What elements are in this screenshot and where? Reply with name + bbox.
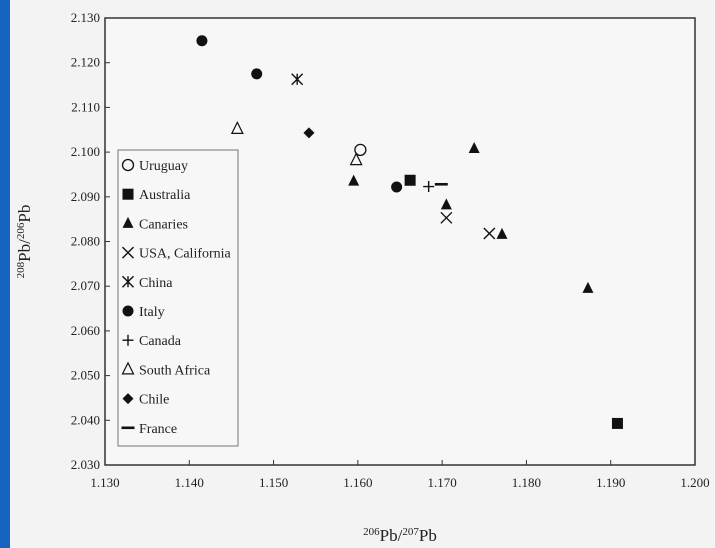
- data-points: [196, 35, 623, 429]
- point-canaries: [468, 142, 480, 154]
- legend-label-australia: Australia: [139, 188, 191, 203]
- x-axis-label: 206Pb/207Pb: [363, 526, 437, 545]
- legend-label-uruguay: Uruguay: [139, 159, 188, 174]
- x-label-sup1: 206: [363, 526, 380, 538]
- x-label-sup2: 207: [402, 526, 419, 538]
- y-tick-label: 2.120: [71, 55, 100, 70]
- legend-marker-china: [122, 275, 134, 288]
- x-label-base1: Pb/: [380, 526, 403, 545]
- point-canaries: [582, 281, 594, 293]
- legend-label-italy: Italy: [139, 305, 165, 320]
- point-italy: [196, 35, 208, 47]
- x-tick-label: 1.170: [428, 475, 457, 490]
- x-label-base2: Pb: [419, 526, 437, 545]
- y-tick-label: 2.130: [71, 10, 100, 25]
- legend-label-south-africa: South Africa: [139, 363, 211, 378]
- x-tick-label: 1.160: [343, 475, 372, 490]
- legend-marker-italy: [122, 305, 134, 317]
- x-tick-label: 1.190: [596, 475, 625, 490]
- y-tick-label: 2.070: [71, 278, 100, 293]
- point-south-africa: [349, 152, 363, 166]
- point-italy: [391, 181, 403, 193]
- y-label-sup1: 208: [15, 261, 27, 278]
- legend-marker-uruguay: [121, 158, 135, 172]
- y-label-base1: Pb/: [15, 239, 34, 262]
- legend-marker-chile: [122, 393, 134, 405]
- y-tick-label: 2.030: [71, 457, 100, 472]
- point-canaries: [440, 198, 452, 210]
- y-tick-label: 2.040: [71, 412, 100, 427]
- y-label-sup2: 206: [15, 222, 27, 239]
- y-tick-label: 2.100: [71, 144, 100, 159]
- point-canaries: [496, 227, 508, 239]
- x-axis: 1.130 1.140 1.150 1.160 1.170 1.180 1.190 1.200: [90, 460, 710, 490]
- y-tick-label: 2.060: [71, 323, 100, 338]
- legend-label-canada: Canada: [139, 334, 182, 349]
- legend-label-canaries: Canaries: [139, 217, 188, 232]
- x-tick-label: 1.200: [680, 475, 709, 490]
- y-tick-label: 2.050: [71, 368, 100, 383]
- legend: Uruguay Australia Canaries USA, California C…: [117, 149, 239, 447]
- point-australia: [611, 417, 623, 429]
- y-axis-label: 208Pb/206Pb: [15, 205, 34, 279]
- point-canaries: [348, 174, 360, 186]
- point-usa-california: [440, 211, 453, 224]
- point-chile: [303, 127, 315, 139]
- point-australia: [404, 174, 416, 186]
- point-italy: [251, 68, 263, 80]
- x-tick-label: 1.150: [259, 475, 288, 490]
- y-tick-label: 2.110: [71, 99, 100, 114]
- legend-label-france: France: [139, 422, 177, 437]
- legend-marker-usa-california: [122, 246, 134, 259]
- x-tick-label: 1.130: [90, 475, 119, 490]
- point-uruguay: [354, 143, 367, 157]
- legend-marker-canada: [122, 334, 134, 346]
- legend-label-china: China: [139, 276, 173, 291]
- legend-marker-canaries: [122, 216, 134, 228]
- point-south-africa: [230, 121, 244, 134]
- y-tick-label: 2.080: [71, 234, 100, 249]
- point-usa-california: [483, 227, 496, 240]
- legend-box: [117, 149, 239, 447]
- legend-marker-south-africa: [121, 361, 135, 375]
- legend-label-chile: Chile: [139, 393, 169, 408]
- legend-label-usa-california: USA, California: [139, 247, 232, 262]
- y-axis: 2.030 2.040 2.050 2.060 2.070 2.080 2.090 2.100…: [71, 10, 110, 472]
- y-label-base2: Pb: [15, 205, 34, 223]
- x-tick-label: 1.140: [175, 475, 204, 490]
- point-china: [291, 73, 304, 86]
- point-canada: [423, 181, 435, 193]
- y-tick-label: 2.090: [71, 189, 100, 204]
- x-tick-label: 1.180: [512, 475, 541, 490]
- legend-marker-australia: [122, 188, 134, 200]
